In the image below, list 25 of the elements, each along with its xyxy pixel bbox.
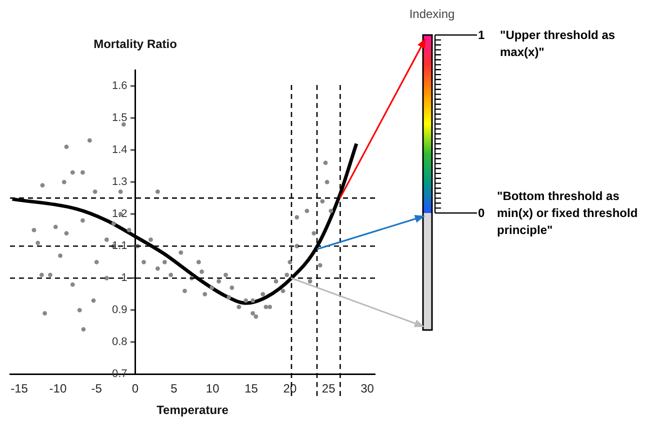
y-axis-title: Mortality Ratio [94,37,177,51]
x-tick-label: 10 [206,382,220,396]
x-tick-label: -5 [91,382,102,396]
text: "Bottom threshold as min(x) or fixed threshold principle" [497,188,639,239]
x-tick-label: 0 [132,382,139,396]
y-tick-label: 1.2 [112,208,128,220]
text: "Upper threshold as max(x)" [500,27,616,61]
x-tick-label: 5 [170,382,178,396]
text: Indexing [408,6,456,23]
text: 1 [478,27,486,44]
x-tick-label: 25 [322,382,336,396]
x-tick-label: 30 [360,382,374,396]
y-tick-label: 1.5 [112,112,128,124]
y-tick-label: 1.6 [112,80,128,92]
y-tick-label: 1.3 [112,176,128,188]
y-tick-label: 1 [121,272,128,284]
y-tick-label: 1.1 [112,240,128,252]
y-tick-label: 0.8 [112,336,128,348]
x-axis-title: Temperature [156,403,229,418]
text: 0 [478,205,486,222]
x-tick-label: -15 [10,382,28,396]
x-tick-label: 15 [244,382,258,396]
x-tick-label: -10 [49,382,67,396]
y-tick-label: 0.9 [112,304,128,316]
y-tick-label: 1.4 [112,144,128,156]
